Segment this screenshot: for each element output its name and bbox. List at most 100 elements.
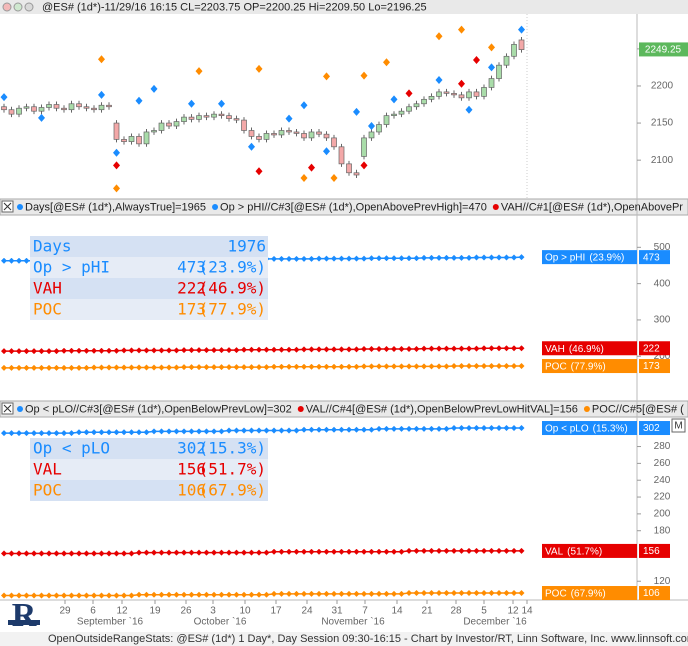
candle-body	[503, 55, 510, 66]
candle-body	[293, 131, 300, 134]
candle-body	[91, 107, 97, 111]
candle-body	[316, 131, 322, 135]
series-label-box	[542, 586, 637, 601]
value-box	[639, 421, 670, 436]
x-tick-label: 17	[270, 606, 282, 617]
window-button[interactable]	[13, 2, 23, 12]
signal-marker	[323, 72, 330, 81]
signal-marker	[113, 184, 120, 193]
candle-body	[301, 133, 307, 139]
row-name: POC	[33, 481, 62, 500]
signal-marker	[488, 43, 495, 52]
signal-marker	[188, 99, 195, 108]
row-name: Op > pHI	[33, 258, 110, 277]
x-tick-label: 14	[391, 606, 403, 617]
candle-body	[16, 107, 22, 115]
candle-body	[323, 133, 330, 139]
signal-marker	[518, 25, 525, 34]
table-row	[30, 438, 268, 459]
close-icon	[3, 404, 12, 413]
signal-marker	[465, 105, 473, 114]
footer-bar	[0, 632, 688, 646]
legend-entry: VAH//C#1[@ES# (1d*),OpenAbovePr	[501, 201, 683, 213]
row-name: VAL	[33, 460, 62, 479]
value-label: 156	[643, 546, 660, 557]
y-tick-label: 400	[654, 278, 671, 289]
candle-body	[271, 133, 277, 136]
candle-body	[451, 93, 457, 96]
legend-entry: POC//C#5[@ES# (	[592, 403, 684, 415]
series-label: Op > pHI (23.9%)	[545, 252, 624, 263]
window-button[interactable]	[2, 2, 12, 12]
row-percent: (23.9%)	[199, 258, 266, 277]
x-tick-label: 3	[210, 606, 216, 617]
row-value: 156	[177, 460, 206, 479]
candle-body	[68, 103, 75, 111]
series-label: POC (67.9%)	[545, 588, 606, 599]
legend-entry: Op < pLO//C#3[@ES# (1d*),OpenBelowPrevLo…	[25, 403, 292, 415]
candle-body	[481, 87, 487, 97]
candle-body	[113, 122, 120, 140]
candle-body	[511, 44, 517, 57]
signal-marker	[0, 93, 8, 102]
menu-button[interactable]	[671, 418, 686, 433]
x-tick-label: 28	[450, 606, 462, 617]
candle-body	[383, 115, 390, 125]
value-box	[639, 543, 670, 558]
series-name: Op > pHI	[545, 252, 585, 263]
candle-body	[203, 115, 210, 118]
signal-marker	[113, 148, 120, 157]
row-percent: (46.9%)	[199, 279, 266, 298]
value-label: 106	[643, 588, 660, 599]
series-line	[1, 425, 525, 437]
candle-body	[173, 121, 180, 127]
row-value: 302	[177, 439, 206, 458]
value-label: 473	[643, 252, 660, 263]
candle-body	[278, 130, 285, 136]
x-tick-label: 12	[507, 606, 519, 617]
x-tick-label: 21	[421, 606, 433, 617]
candle-body	[31, 106, 37, 112]
candle-body	[61, 107, 67, 111]
series-percent: (23.9%)	[589, 252, 624, 263]
row-percent: (15.3%)	[199, 439, 266, 458]
candle-body	[143, 131, 150, 145]
signal-marker	[390, 95, 398, 104]
candle-body	[106, 104, 112, 108]
signal-marker	[458, 25, 465, 34]
legend-dot	[583, 406, 590, 412]
candle-body	[361, 137, 367, 157]
series-name: POC	[545, 588, 567, 599]
candle-body	[413, 103, 420, 108]
table-row	[30, 236, 268, 257]
value-box	[639, 359, 670, 374]
signal-marker	[435, 32, 443, 41]
candle-body	[488, 78, 495, 88]
series-label-box	[542, 250, 637, 265]
legend-dot	[17, 406, 23, 412]
pane-header	[0, 0, 688, 14]
candle-body	[46, 104, 52, 108]
candle-body	[218, 113, 225, 116]
signal-marker	[255, 64, 263, 73]
row-value: 173	[177, 300, 206, 319]
series-percent: (46.9%)	[569, 343, 604, 354]
y-tick-label: 260	[654, 458, 671, 469]
table-row	[30, 459, 268, 480]
row-value: 106	[177, 481, 206, 500]
month-label: September `16	[77, 616, 144, 628]
row-value: 1976	[227, 237, 266, 256]
window-button[interactable]	[24, 2, 34, 12]
y-tick-label: 300	[654, 315, 671, 326]
x-tick-label: 12	[116, 606, 128, 617]
last-price: 2249.25	[645, 45, 682, 56]
month-label: December `16	[463, 616, 527, 628]
x-tick-label: 7	[362, 606, 368, 617]
signal-marker	[353, 107, 360, 116]
row-name: Op < pLO	[33, 439, 110, 458]
row-percent: (77.9%)	[199, 300, 266, 319]
candle-body	[38, 107, 45, 112]
logo: R	[12, 597, 37, 634]
pane-header	[0, 198, 688, 216]
candle-body	[331, 137, 337, 148]
